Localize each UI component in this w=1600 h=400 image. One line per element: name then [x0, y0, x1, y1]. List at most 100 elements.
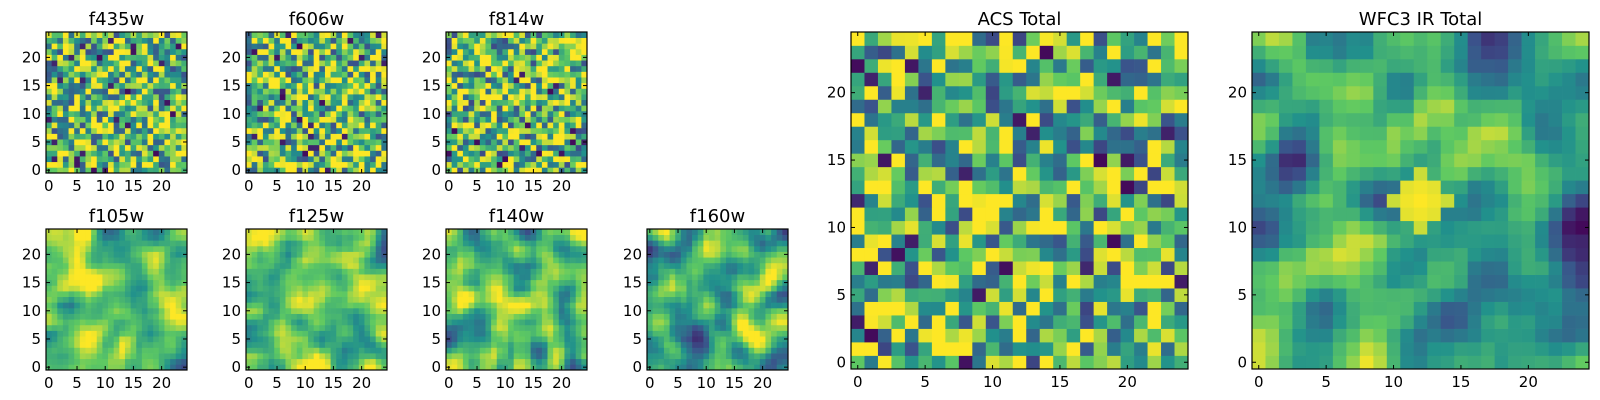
- heatmap-cell: [330, 88, 337, 95]
- heatmap-cell: [536, 116, 543, 123]
- heatmap-cell: [313, 307, 320, 314]
- heatmap-cell: [564, 364, 571, 371]
- heatmap-cell: [647, 234, 653, 241]
- heatmap-cell: [536, 341, 543, 348]
- heatmap-cell: [575, 88, 582, 95]
- heatmap-cell: [296, 234, 303, 241]
- heatmap-cell: [958, 355, 973, 370]
- heatmap-cell: [257, 285, 264, 292]
- heatmap-cell: [547, 296, 554, 303]
- heatmap-cell: [381, 302, 388, 309]
- heatmap-cell: [324, 336, 331, 343]
- heatmap-cell: [85, 251, 92, 258]
- heatmap-cell: [181, 144, 188, 151]
- heatmap-cell: [336, 105, 343, 112]
- heatmap-cell: [347, 133, 354, 140]
- heatmap-cell: [119, 127, 126, 134]
- heatmap-cell: [68, 133, 75, 140]
- heatmap-cell: [451, 37, 458, 44]
- heatmap-cell: [319, 347, 326, 354]
- heatmap-cell: [347, 319, 354, 326]
- heatmap-cell: [570, 274, 577, 281]
- heatmap-cell: [181, 43, 188, 50]
- heatmap-cell: [491, 336, 498, 343]
- heatmap-cell: [181, 105, 188, 112]
- heatmap-cell: [62, 296, 69, 303]
- heatmap-cell: [686, 330, 693, 337]
- heatmap-cell: [175, 319, 182, 326]
- heatmap-cell: [496, 307, 503, 314]
- heatmap-cell: [147, 139, 154, 146]
- heatmap-cell: [1120, 315, 1135, 329]
- heatmap-cell: [62, 324, 69, 331]
- heatmap-cell: [1026, 315, 1041, 329]
- heatmap-cell: [864, 328, 879, 343]
- heatmap-cell: [575, 99, 582, 106]
- heatmap-cell: [748, 296, 755, 303]
- heatmap-cell: [479, 353, 486, 360]
- heatmap-cell: [313, 313, 320, 320]
- heatmap-cell: [341, 313, 348, 320]
- heatmap-cell: [153, 32, 160, 38]
- heatmap-cell: [130, 116, 137, 123]
- heatmap-cell: [108, 105, 115, 112]
- heatmap-cell: [330, 285, 337, 292]
- heatmap-cell: [130, 54, 137, 61]
- heatmap-cell: [91, 245, 98, 252]
- heatmap-cell: [675, 291, 682, 298]
- heatmap-cell: [759, 330, 766, 337]
- heatmap-cell: [462, 319, 469, 326]
- heatmap-cell: [57, 296, 64, 303]
- heatmap-cell: [68, 77, 75, 84]
- heatmap-cell: [68, 285, 75, 292]
- heatmap-cell: [74, 88, 81, 95]
- heatmap-cell: [113, 94, 120, 101]
- heatmap-cell: [1147, 301, 1162, 316]
- heatmap-cell: [1053, 220, 1068, 235]
- heatmap-cell: [513, 296, 520, 303]
- heatmap-cell: [153, 330, 160, 337]
- heatmap-cell: [51, 279, 58, 286]
- heatmap-cell: [513, 257, 520, 264]
- heatmap-cell: [782, 296, 789, 303]
- heatmap-cell: [541, 358, 548, 365]
- x-tick-label: 5: [472, 177, 482, 195]
- heatmap-cell: [279, 77, 286, 84]
- heatmap-cell: [85, 245, 92, 252]
- heatmap-cell: [1053, 193, 1068, 208]
- heatmap-cell: [353, 48, 360, 55]
- heatmap-cell: [742, 336, 749, 343]
- x-tick-label: 20: [753, 374, 772, 392]
- heatmap-cell: [124, 358, 131, 365]
- heatmap-cell: [262, 32, 269, 38]
- heatmap-cell: [91, 251, 98, 258]
- heatmap-cell: [308, 127, 315, 134]
- heatmap-cell: [353, 150, 360, 157]
- heatmap-cell: [313, 319, 320, 326]
- heatmap-cell: [136, 257, 143, 264]
- heatmap-cell: [262, 240, 269, 247]
- heatmap-cell: [136, 37, 143, 44]
- heatmap-cell: [457, 319, 464, 326]
- heatmap-cell: [279, 71, 286, 78]
- heatmap-cell: [279, 167, 286, 174]
- heatmap-cell: [1161, 261, 1175, 275]
- heatmap-cell: [647, 268, 653, 275]
- heatmap-cell: [737, 296, 744, 303]
- heatmap-cell: [68, 105, 75, 112]
- heatmap-cell: [246, 88, 252, 95]
- heatmap-cell: [324, 156, 331, 163]
- heatmap-cell: [462, 88, 469, 95]
- heatmap-cell: [686, 347, 693, 354]
- heatmap-cell: [175, 82, 182, 89]
- heatmap-cell: [108, 54, 115, 61]
- heatmap-cell: [319, 296, 326, 303]
- heatmap-cell: [513, 341, 520, 348]
- heatmap-cell: [462, 240, 469, 247]
- heatmap-cell: [714, 341, 721, 348]
- heatmap-cell: [375, 60, 382, 67]
- heatmap-cell: [164, 336, 171, 343]
- heatmap-cell: [877, 301, 892, 316]
- heatmap-cell: [759, 296, 766, 303]
- heatmap-cell: [737, 302, 744, 309]
